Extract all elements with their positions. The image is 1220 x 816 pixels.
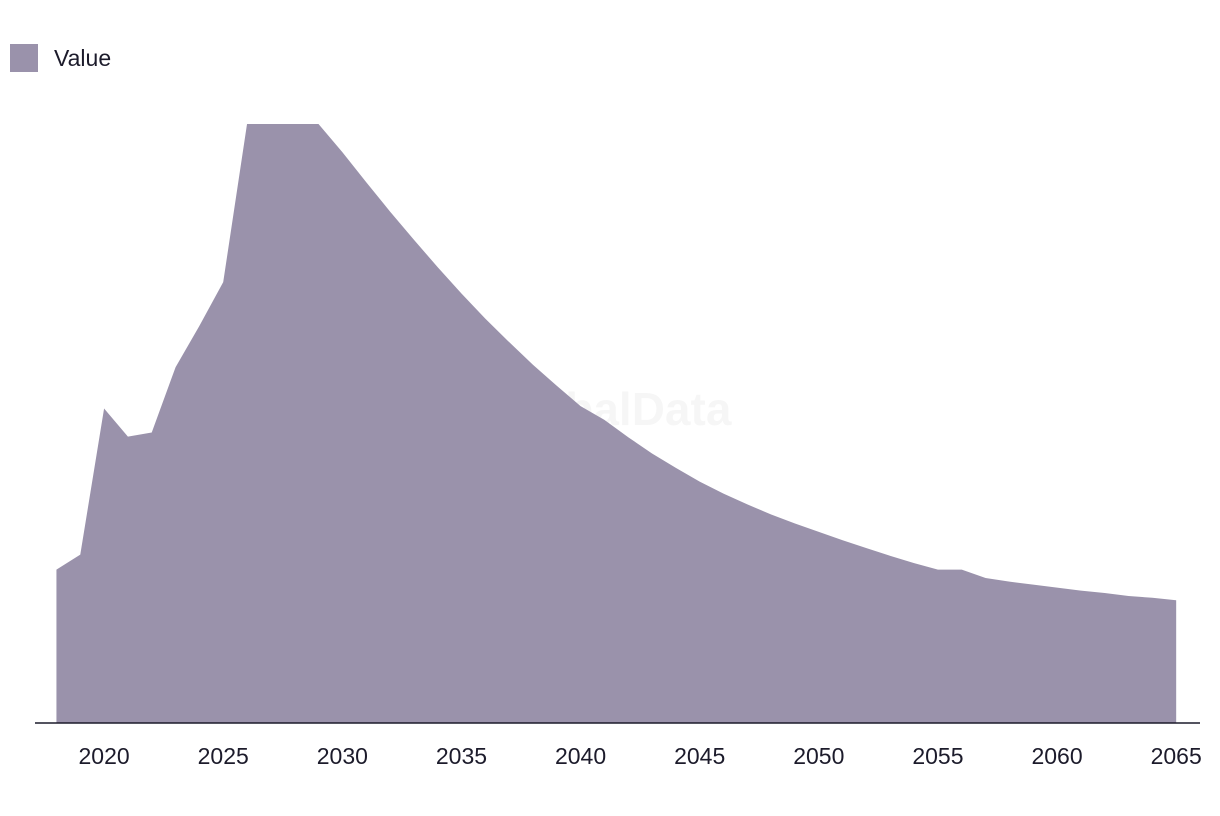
data-point bbox=[197, 324, 201, 328]
data-point bbox=[102, 407, 106, 411]
data-point bbox=[54, 568, 58, 572]
x-tick-label: 2025 bbox=[198, 743, 249, 769]
data-point bbox=[722, 492, 726, 496]
x-tick-label: 2030 bbox=[317, 743, 368, 769]
data-point bbox=[1031, 583, 1035, 587]
data-point bbox=[912, 561, 916, 565]
data-point bbox=[793, 522, 797, 526]
area-series-0 bbox=[56, 124, 1177, 723]
data-point bbox=[1103, 591, 1107, 595]
data-point bbox=[340, 150, 344, 154]
data-point bbox=[841, 538, 845, 542]
data-point bbox=[1127, 594, 1131, 598]
data-point bbox=[364, 180, 368, 184]
x-tick-label: 2045 bbox=[674, 743, 725, 769]
legend-label: Value bbox=[54, 44, 112, 71]
data-point bbox=[507, 340, 511, 344]
data-point bbox=[1174, 598, 1178, 602]
data-point bbox=[78, 553, 82, 557]
data-point bbox=[1150, 596, 1154, 600]
x-tick-label: 2055 bbox=[912, 743, 963, 769]
legend-swatch bbox=[10, 44, 38, 72]
data-point bbox=[1055, 586, 1059, 590]
data-point bbox=[936, 568, 940, 572]
legend: Value bbox=[10, 44, 111, 72]
data-point bbox=[412, 238, 416, 242]
data-point bbox=[221, 280, 225, 284]
data-point bbox=[174, 365, 178, 369]
data-point bbox=[674, 466, 678, 470]
data-point bbox=[459, 292, 463, 296]
data-point bbox=[388, 209, 392, 213]
data-point bbox=[626, 435, 630, 439]
data-point bbox=[984, 576, 988, 580]
data-point bbox=[531, 363, 535, 367]
x-tick-label: 2065 bbox=[1151, 743, 1202, 769]
data-point bbox=[960, 568, 964, 572]
x-tick-label: 2050 bbox=[793, 743, 844, 769]
data-point bbox=[269, 122, 273, 126]
data-point bbox=[817, 530, 821, 534]
data-point bbox=[864, 546, 868, 550]
x-tick-label: 2035 bbox=[436, 743, 487, 769]
data-point bbox=[1079, 589, 1083, 593]
data-point bbox=[1007, 580, 1011, 584]
x-tick-label: 2040 bbox=[555, 743, 606, 769]
data-point bbox=[698, 480, 702, 484]
x-tick-label: 2020 bbox=[79, 743, 130, 769]
data-point bbox=[293, 122, 297, 126]
data-point bbox=[888, 554, 892, 558]
data-point bbox=[602, 418, 606, 422]
data-point bbox=[150, 430, 154, 434]
data-point bbox=[317, 122, 321, 126]
data-point bbox=[245, 122, 249, 126]
x-tick-label: 2060 bbox=[1031, 743, 1082, 769]
data-point bbox=[579, 404, 583, 408]
data-point bbox=[483, 317, 487, 321]
data-point bbox=[650, 451, 654, 455]
data-point bbox=[436, 265, 440, 269]
data-point bbox=[126, 435, 130, 439]
data-point bbox=[745, 502, 749, 506]
data-point bbox=[769, 513, 773, 517]
data-point bbox=[555, 384, 559, 388]
